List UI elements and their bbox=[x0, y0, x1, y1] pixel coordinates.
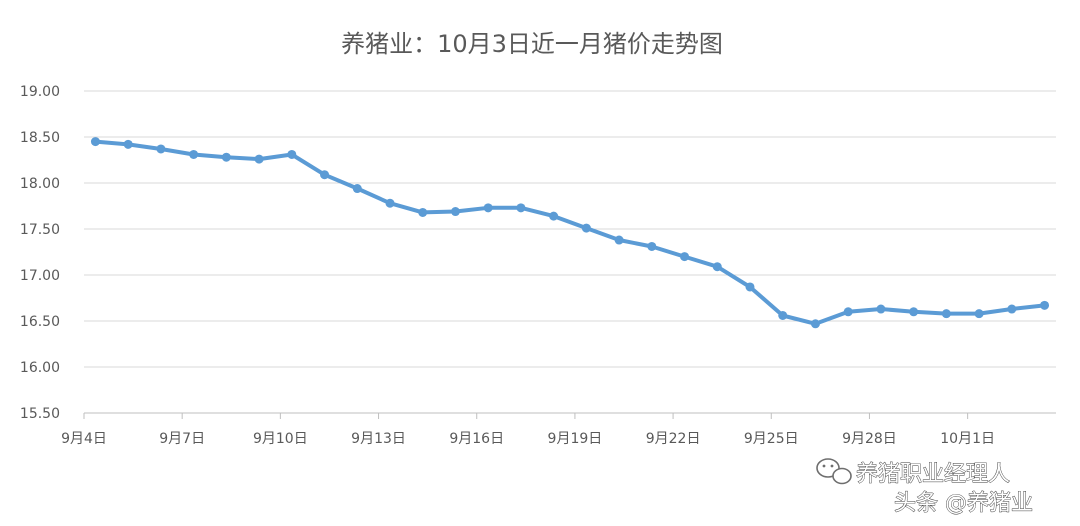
data-point bbox=[581, 223, 591, 233]
data-point bbox=[712, 262, 722, 272]
watermark-account: 养猪职业经理人 bbox=[856, 462, 1010, 487]
y-tick-label: 17.00 bbox=[20, 268, 60, 284]
wechat-icon bbox=[816, 458, 852, 485]
x-tick-label: 9月4日 bbox=[61, 431, 107, 447]
data-point bbox=[90, 137, 100, 147]
x-tick-label: 9月28日 bbox=[842, 431, 897, 447]
x-tick-label: 9月25日 bbox=[744, 431, 799, 447]
y-tick-label: 16.00 bbox=[20, 360, 60, 376]
data-point bbox=[974, 309, 984, 319]
data-point bbox=[221, 152, 231, 162]
data-point bbox=[287, 149, 297, 159]
y-tick-label: 19.00 bbox=[20, 84, 60, 100]
data-point bbox=[156, 144, 166, 154]
chart-title: 养猪业：10月3日近一月猪价走势图 bbox=[341, 30, 723, 58]
data-point bbox=[876, 304, 886, 314]
x-tick-label: 9月22日 bbox=[646, 431, 701, 447]
watermark: 养猪职业经理人 头条 @养猪业 bbox=[816, 458, 1033, 516]
x-axis: 9月4日 9月7日 9月10日 9月13日 9月16日 9月19日 9月22日 9月25日 9月… bbox=[61, 412, 1056, 447]
data-point bbox=[254, 154, 264, 164]
data-point bbox=[450, 207, 460, 217]
series-group bbox=[90, 137, 1050, 329]
y-tick-label: 18.00 bbox=[20, 176, 60, 192]
data-point bbox=[680, 252, 690, 262]
x-tick-label: 9月19日 bbox=[548, 431, 603, 447]
y-tick-label: 18.50 bbox=[20, 130, 60, 146]
series-line bbox=[93, 139, 1047, 326]
data-point bbox=[385, 198, 395, 208]
data-point bbox=[843, 307, 853, 317]
grid bbox=[84, 90, 1056, 368]
x-tick-label: 9月13日 bbox=[351, 431, 406, 447]
data-point bbox=[810, 319, 820, 329]
data-point bbox=[123, 139, 133, 149]
x-tick-label: 9月16日 bbox=[449, 431, 504, 447]
data-point bbox=[320, 170, 330, 180]
data-point bbox=[189, 149, 199, 159]
data-point bbox=[647, 241, 657, 251]
data-point bbox=[909, 307, 919, 317]
data-point bbox=[614, 235, 624, 245]
data-point bbox=[483, 203, 493, 213]
watermark-platform: 头条 @养猪业 bbox=[894, 491, 1033, 516]
x-tick-label: 9月10日 bbox=[253, 431, 308, 447]
data-point bbox=[516, 203, 526, 213]
data-point bbox=[549, 211, 559, 221]
data-point bbox=[1040, 300, 1050, 310]
data-point bbox=[418, 207, 428, 217]
data-point bbox=[1007, 304, 1017, 314]
data-point bbox=[745, 282, 755, 292]
y-tick-label: 15.50 bbox=[20, 406, 60, 422]
x-tick-label: 9月7日 bbox=[159, 431, 205, 447]
data-point bbox=[941, 309, 951, 319]
y-tick-label: 17.50 bbox=[20, 222, 60, 238]
y-axis-labels: 19.00 18.50 18.00 17.50 17.00 16.50 16.00 15.50 bbox=[20, 84, 60, 422]
data-point bbox=[352, 184, 362, 194]
x-tick-label: 10月1日 bbox=[940, 431, 995, 447]
y-tick-label: 16.50 bbox=[20, 314, 60, 330]
data-point bbox=[778, 310, 788, 320]
